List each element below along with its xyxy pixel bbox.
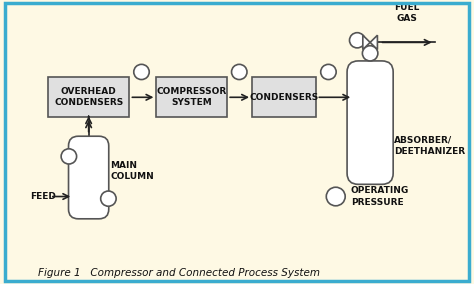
Text: FUEL
GAS: FUEL GAS <box>394 3 419 23</box>
Text: OVERHEAD
CONDENSERS: OVERHEAD CONDENSERS <box>54 87 123 107</box>
Circle shape <box>321 64 336 80</box>
Text: COMPRESSOR
SYSTEM: COMPRESSOR SYSTEM <box>156 87 227 107</box>
Circle shape <box>100 191 116 206</box>
FancyBboxPatch shape <box>347 61 393 184</box>
Circle shape <box>363 46 378 61</box>
Circle shape <box>61 149 77 164</box>
FancyBboxPatch shape <box>69 136 109 219</box>
Polygon shape <box>370 35 377 50</box>
Circle shape <box>231 64 247 80</box>
Circle shape <box>326 187 345 206</box>
Text: FEED: FEED <box>30 192 55 201</box>
Text: CONDENSERS: CONDENSERS <box>249 93 319 102</box>
Text: Figure 1   Compressor and Connected Process System: Figure 1 Compressor and Connected Proces… <box>38 268 320 278</box>
Bar <box>252 77 317 117</box>
Circle shape <box>134 64 149 80</box>
Text: OPERATING
PRESSURE: OPERATING PRESSURE <box>351 187 409 206</box>
Bar <box>48 77 129 117</box>
Text: ABSORBER/
DEETHANIZER: ABSORBER/ DEETHANIZER <box>394 136 465 156</box>
Circle shape <box>349 33 365 48</box>
Bar <box>156 77 227 117</box>
Text: MAIN
COLUMN: MAIN COLUMN <box>110 161 154 181</box>
Polygon shape <box>363 35 370 50</box>
